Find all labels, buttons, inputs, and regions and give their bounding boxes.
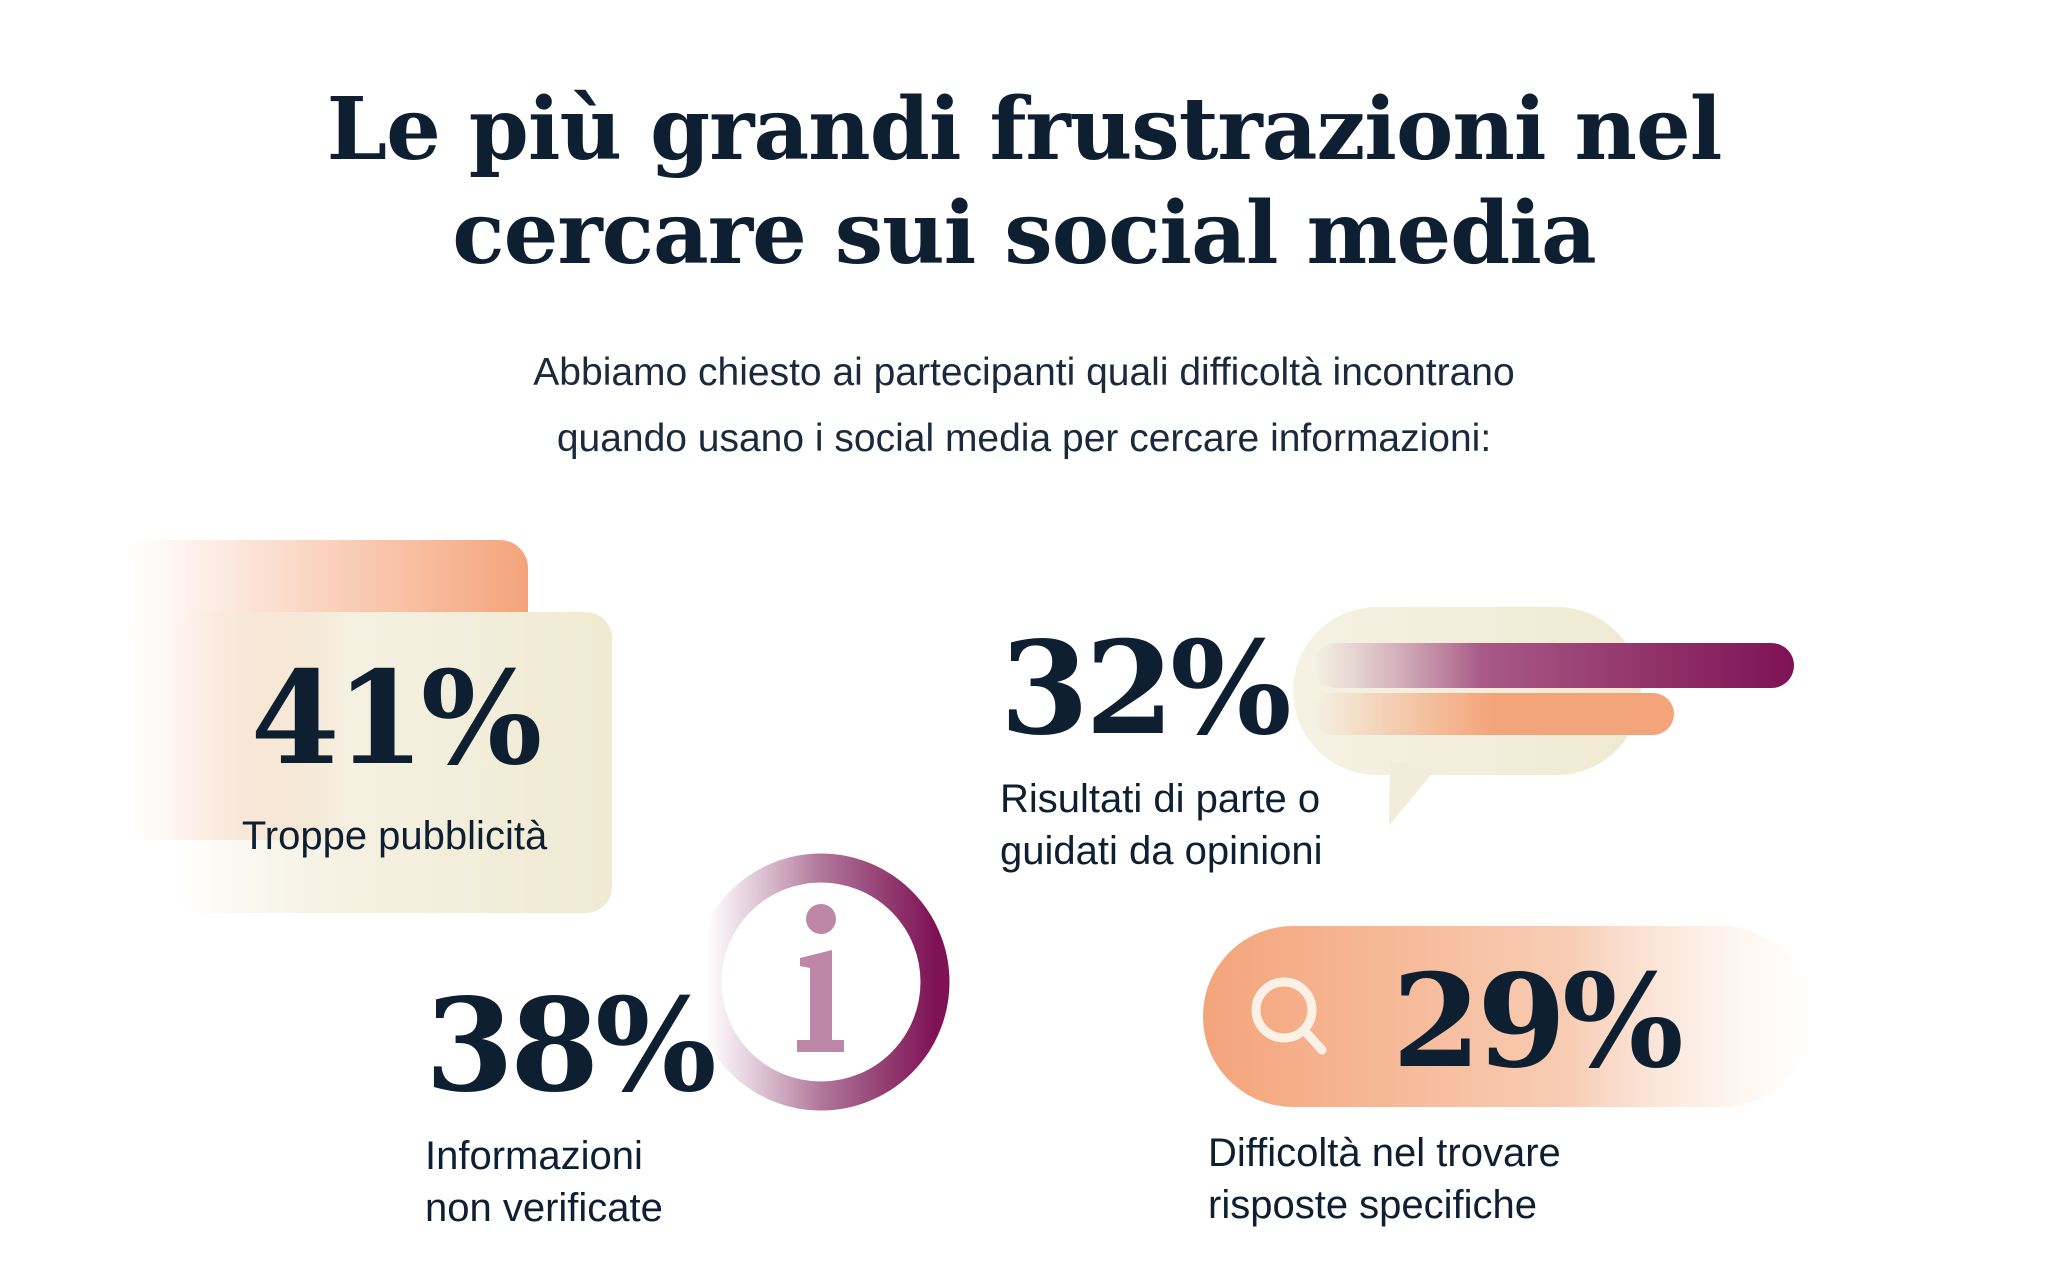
stat-value-biased: 32% — [1000, 614, 1292, 764]
stat-value-specific: 29% — [1392, 947, 1684, 1097]
stat-label-specific: Difficoltà nel trovare risposte specific… — [1208, 1127, 1561, 1231]
label-line-2: guidati da opinioni — [1000, 829, 1323, 873]
label-line-1: Risultati di parte o — [1000, 777, 1321, 821]
label-line-2: risposte specifiche — [1208, 1183, 1538, 1227]
subtitle-line-2: quando usano i social media per cercare … — [556, 417, 1492, 460]
stat-label-biased: Risultati di parte o guidati da opinioni — [1000, 773, 1322, 877]
label-line-1: Difficoltà nel trovare — [1208, 1131, 1561, 1175]
speech-bubble-icon — [1293, 607, 1794, 826]
stat-value-ads: 41% — [250, 644, 543, 794]
title-line-2: cercare sui social media — [452, 183, 1596, 284]
search-icon — [1203, 926, 1812, 1107]
label-line-1: Informazioni — [425, 1134, 643, 1178]
subtitle: Abbiamo chiesto ai partecipanti quali di… — [0, 340, 2048, 472]
subtitle-line-1: Abbiamo chiesto ai partecipanti quali di… — [533, 351, 1515, 394]
stat-label-unverified: Informazioni non verificate — [425, 1130, 663, 1234]
label-line-2: non verificate — [425, 1186, 663, 1230]
card-stack-icon — [131, 540, 612, 913]
info-icon — [692, 853, 950, 1111]
page-title: Le più grandi frustrazioni nel cercare s… — [0, 78, 2048, 286]
title-line-1: Le più grandi frustrazioni nel — [326, 79, 1723, 180]
stat-value-unverified: 38% — [425, 971, 717, 1121]
stat-label-ads: Troppe pubblicità — [241, 814, 548, 858]
